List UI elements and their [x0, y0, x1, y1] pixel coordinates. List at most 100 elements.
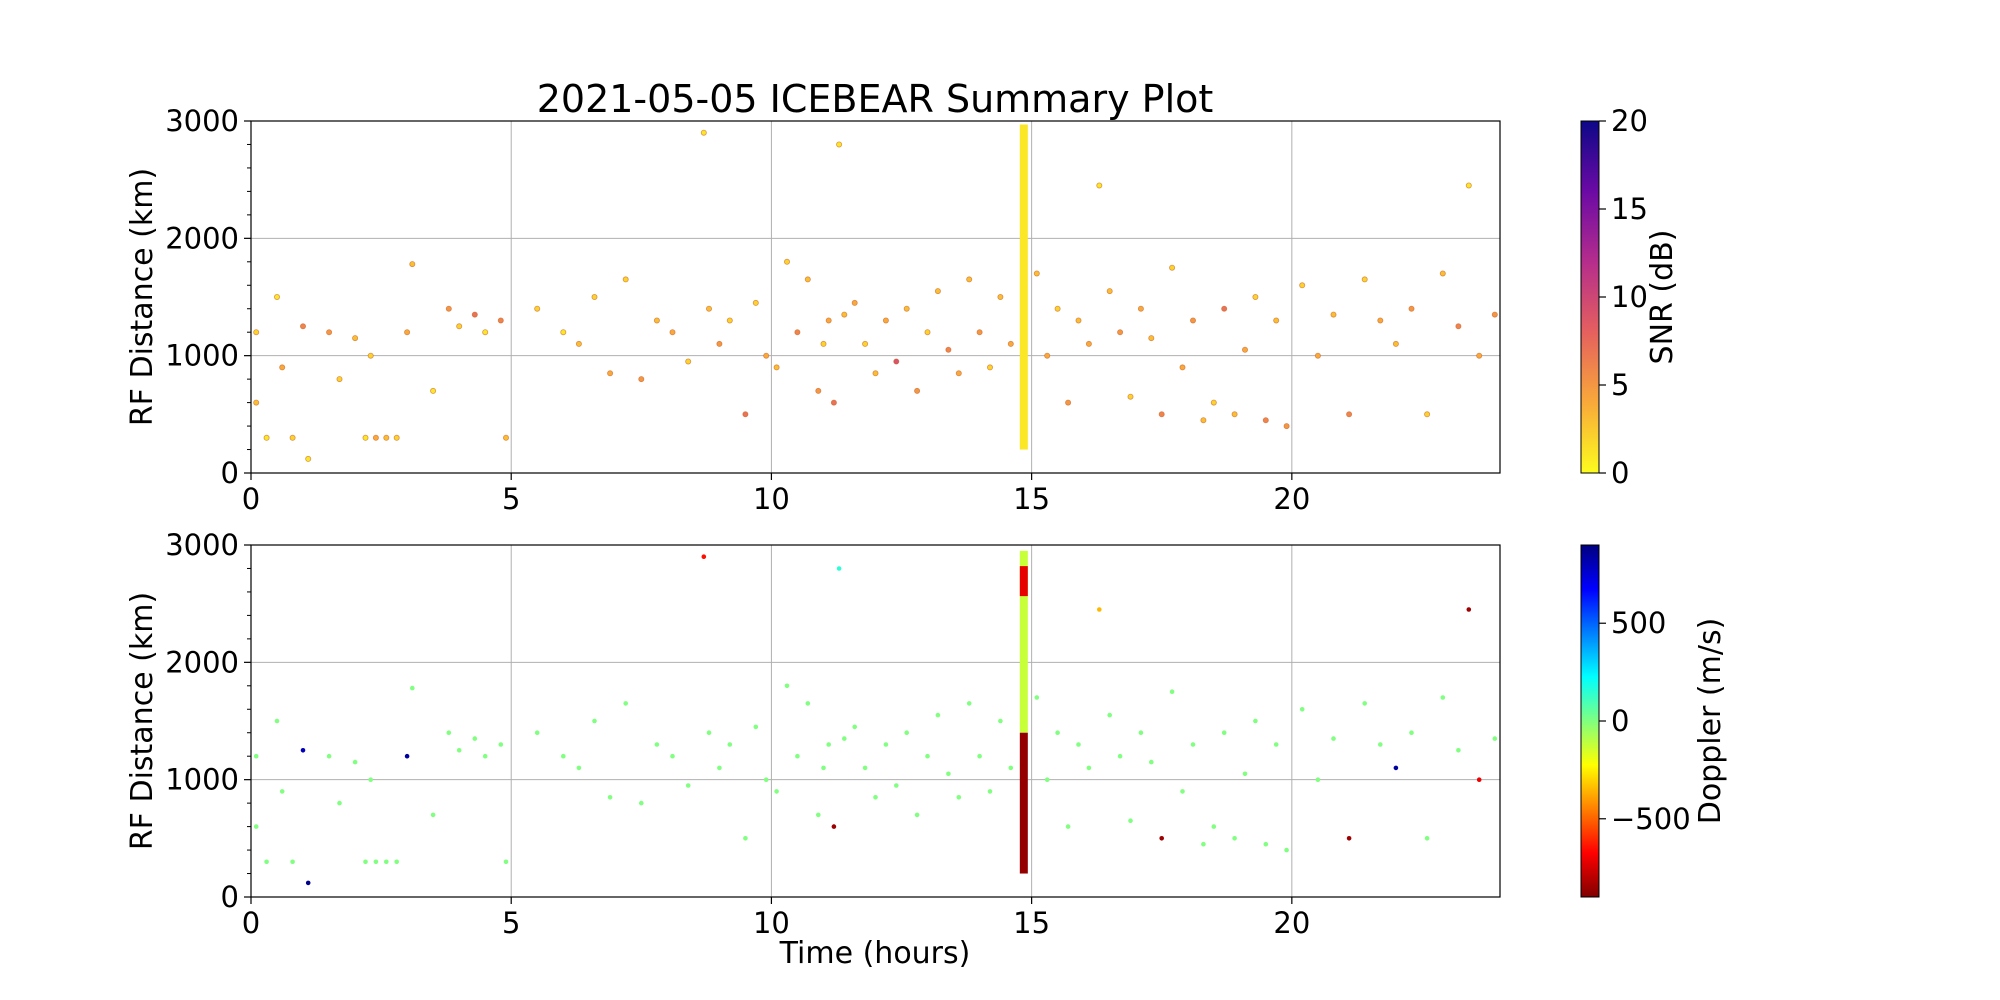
- snr-point: [820, 340, 827, 347]
- snr-point: [924, 329, 931, 336]
- doppler-point: [821, 765, 826, 771]
- doppler-point: [946, 771, 951, 777]
- snr-y-tick-label: 2000: [165, 221, 239, 255]
- snr-point: [336, 376, 343, 383]
- doppler-point: [795, 753, 800, 759]
- doppler-point: [561, 753, 566, 759]
- snr-point: [607, 370, 614, 377]
- snr-point: [622, 276, 629, 283]
- doppler-point: [1008, 765, 1014, 771]
- doppler-x-tick-label: 20: [1273, 906, 1310, 940]
- snr-point: [1033, 270, 1040, 277]
- doppler-event-column: [1019, 732, 1028, 874]
- snr-point: [1085, 340, 1092, 347]
- doppler-point: [482, 753, 488, 759]
- doppler-point: [279, 789, 285, 794]
- doppler-event-column: [1019, 566, 1028, 597]
- doppler-point: [1393, 765, 1399, 771]
- snr-point: [289, 434, 296, 441]
- doppler-point: [274, 718, 280, 724]
- snr-point: [1210, 399, 1217, 406]
- snr-point: [1465, 182, 1472, 189]
- snr-point: [784, 258, 791, 265]
- doppler-point: [1440, 695, 1446, 700]
- snr-point: [1221, 305, 1228, 312]
- doppler-point: [639, 800, 644, 806]
- doppler-point: [826, 742, 831, 747]
- doppler-point: [743, 836, 748, 841]
- doppler-point: [337, 800, 342, 806]
- snr-point: [1283, 423, 1290, 430]
- doppler-point: [1107, 712, 1112, 718]
- snr-point: [299, 323, 306, 330]
- snr-point: [830, 399, 837, 406]
- snr-point: [1190, 317, 1197, 324]
- doppler-point: [446, 730, 452, 735]
- snr-point: [903, 305, 910, 312]
- doppler-point: [623, 701, 628, 706]
- doppler-point: [706, 730, 712, 735]
- doppler-y-tick-label: 0: [221, 880, 239, 914]
- doppler-colorbar-tick-label: 0: [1611, 704, 1629, 738]
- snr-point: [862, 340, 869, 347]
- doppler-point: [1065, 824, 1071, 829]
- snr-point: [653, 317, 660, 324]
- snr-point: [279, 364, 286, 371]
- snr-point: [955, 370, 962, 377]
- doppler-point: [363, 859, 368, 865]
- doppler-point: [1086, 765, 1092, 771]
- snr-point: [1137, 305, 1144, 312]
- snr-point: [1408, 305, 1415, 312]
- snr-point: [263, 434, 270, 441]
- doppler-point: [904, 730, 909, 735]
- doppler-point: [685, 783, 691, 788]
- snr-point: [638, 376, 645, 383]
- snr-point: [362, 434, 369, 441]
- doppler-point: [394, 859, 400, 865]
- snr-point: [1392, 340, 1399, 347]
- doppler-point: [1201, 841, 1206, 847]
- snr-point: [836, 141, 843, 148]
- doppler-point: [1492, 736, 1498, 741]
- snr-point: [1299, 282, 1306, 289]
- snr-point: [893, 358, 900, 365]
- snr-point: [497, 317, 504, 324]
- doppler-plot-frame: [250, 544, 1501, 898]
- snr-point: [1075, 317, 1082, 324]
- doppler-point: [607, 795, 613, 800]
- doppler-point: [987, 789, 993, 794]
- doppler-point: [472, 736, 478, 741]
- snr-point: [430, 387, 437, 394]
- doppler-point: [1409, 730, 1414, 735]
- doppler-point: [654, 742, 660, 747]
- doppler-point: [1055, 730, 1060, 735]
- snr-point: [409, 261, 416, 268]
- snr-point: [393, 434, 400, 441]
- doppler-point: [1128, 818, 1133, 823]
- snr-point: [794, 329, 801, 336]
- snr-point: [987, 364, 994, 371]
- snr-point: [1314, 352, 1321, 359]
- snr-grid: [251, 121, 1500, 473]
- doppler-point: [305, 880, 311, 886]
- doppler-colorbar: [1580, 544, 1600, 898]
- snr-point: [1330, 311, 1337, 318]
- snr-y-tick-label: 0: [221, 456, 239, 490]
- doppler-point: [1138, 730, 1144, 735]
- doppler-point: [717, 765, 722, 771]
- doppler-point: [430, 812, 436, 818]
- doppler-point: [1180, 789, 1185, 794]
- doppler-x-tick-label: 15: [1013, 906, 1050, 940]
- snr-point: [1096, 182, 1103, 189]
- doppler-point: [1456, 748, 1461, 753]
- doppler-point: [701, 554, 707, 559]
- doppler-point: [290, 859, 295, 865]
- snr-point: [773, 364, 780, 371]
- snr-x-tick-label: 10: [753, 482, 790, 516]
- doppler-point: [1242, 771, 1248, 777]
- snr-point: [273, 293, 280, 300]
- snr-point: [1242, 346, 1249, 353]
- snr-point: [685, 358, 692, 365]
- snr-point: [1065, 399, 1072, 406]
- snr-panel: 0 5 10 15 20 0 1000 2000 3000 RF Distance (km) 0…: [125, 104, 1680, 516]
